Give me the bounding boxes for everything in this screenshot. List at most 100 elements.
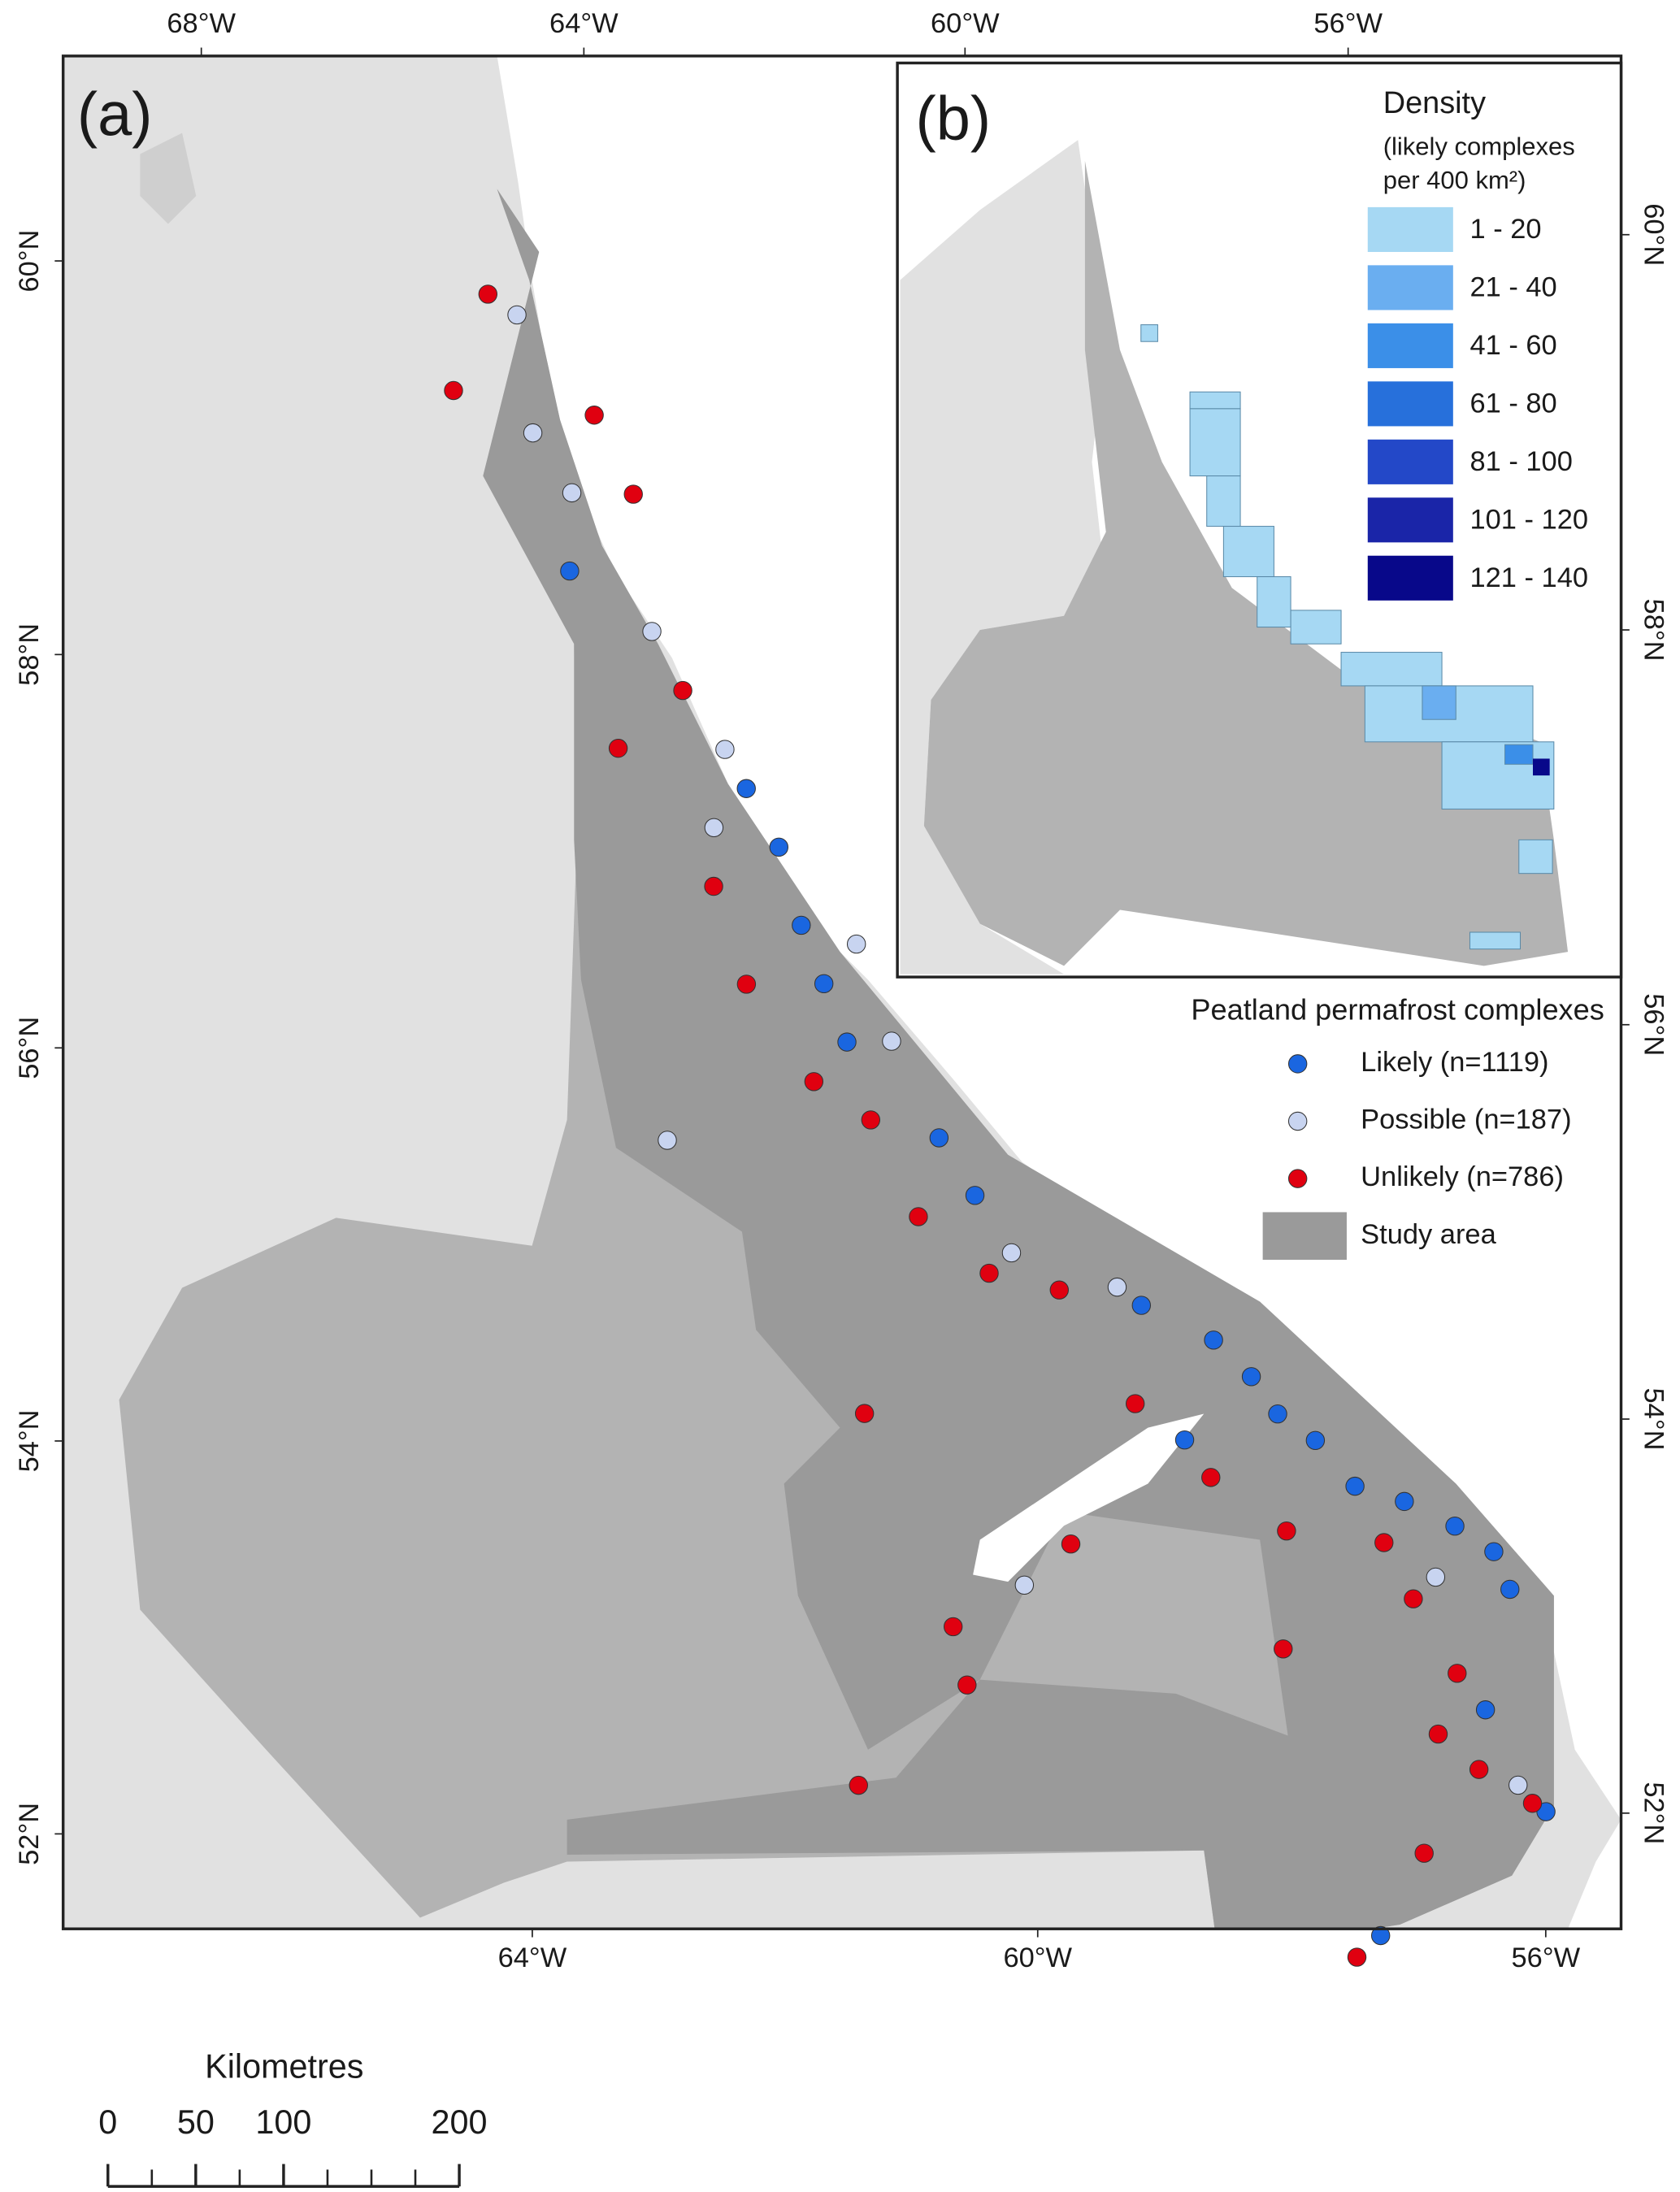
complex-point: [642, 622, 662, 641]
complex-point: [854, 1404, 875, 1423]
scale-label: 100: [255, 2103, 311, 2141]
legend-label: Likely (n=1119): [1361, 1047, 1548, 1078]
density-cell: [1290, 610, 1342, 645]
complex-point: [673, 680, 692, 701]
complex-point: [957, 1675, 977, 1695]
density-cell: [1206, 475, 1241, 527]
legend-label: Unlikely (n=786): [1361, 1161, 1564, 1192]
lon-tick-label: 60°W: [931, 8, 1000, 39]
density-cell: [1518, 839, 1553, 875]
complex-point: [1107, 1277, 1127, 1297]
panel-label: (a): [77, 80, 153, 149]
lon-tick-label: 56°W: [1313, 8, 1383, 39]
density-cell: [1533, 758, 1550, 776]
density-cell: [1189, 408, 1241, 477]
density-cell: [1189, 391, 1241, 410]
density-cell: [1257, 576, 1291, 628]
density-label: 61 - 80: [1470, 388, 1557, 419]
complex-point: [1445, 1517, 1465, 1536]
complex-point: [584, 406, 604, 425]
complex-point: [769, 837, 788, 857]
inset-surrounding-land: [900, 140, 1106, 974]
strait: [1568, 1819, 1621, 1929]
complex-point: [1204, 1330, 1223, 1350]
complex-point: [1274, 1639, 1293, 1659]
complex-point: [846, 934, 866, 954]
scale-bar: 0 50 100 200: [98, 2103, 488, 2188]
density-legend-subtitle: (likely complexes: [1383, 132, 1575, 161]
complex-point: [623, 484, 643, 504]
complex-point: [715, 740, 735, 759]
complex-point: [1014, 1575, 1035, 1595]
density-cell: [1504, 744, 1534, 765]
complex-point: [1347, 1947, 1367, 1967]
points-layer: [444, 284, 1556, 1967]
inset-study-region: [923, 161, 1569, 966]
complex-point: [1174, 1430, 1195, 1450]
complex-point: [792, 915, 811, 935]
complex-point: [1268, 1404, 1287, 1424]
complex-point: [861, 1110, 881, 1130]
complex-point: [1049, 1280, 1070, 1300]
complex-point: [882, 1031, 901, 1051]
complex-point: [1201, 1468, 1221, 1487]
complex-point: [909, 1207, 928, 1226]
density-cell: [1422, 685, 1456, 720]
density-cell: [1140, 324, 1158, 342]
density-legend-subtitle: per 400 km²): [1383, 166, 1526, 194]
complex-point: [1131, 1296, 1152, 1315]
complex-point: [444, 380, 463, 401]
complex-point: [814, 974, 834, 994]
points-legend: Likely (n=1119) Possible (n=187) Unlikely …: [1287, 1047, 1572, 1192]
study-area: [483, 189, 1554, 1929]
lat-tick-label: 56°N: [14, 1017, 45, 1079]
complex-point: [608, 738, 628, 758]
complex-point: [849, 1775, 868, 1795]
lat-tick-label: 60°N: [14, 230, 45, 293]
complex-point: [1395, 1491, 1414, 1512]
island: [140, 132, 197, 224]
complex-point: [736, 779, 756, 798]
complex-point: [1241, 1367, 1261, 1387]
density-swatch: [1367, 497, 1453, 543]
density-label: 41 - 60: [1470, 330, 1557, 361]
complex-point: [1001, 1243, 1022, 1263]
complex-point: [1370, 1925, 1391, 1946]
complex-point: [562, 483, 582, 503]
lat-tick-label: 60°N: [1638, 203, 1669, 266]
complex-point: [704, 876, 723, 896]
complex-point: [736, 974, 757, 994]
inset-panel: (b) Density (likely complexes per 400 km…: [896, 61, 1623, 979]
density-cell: [1222, 526, 1274, 578]
complex-point: [1426, 1567, 1446, 1587]
density-swatch: [1367, 439, 1453, 484]
lon-tick-label: 56°W: [1512, 1942, 1581, 1973]
study-area-swatch: [1262, 1212, 1347, 1260]
density-swatch: [1367, 206, 1453, 252]
legend-marker: [1287, 1111, 1308, 1131]
lat-tick-label: 52°N: [1638, 1782, 1669, 1844]
complex-point: [1414, 1843, 1434, 1863]
lat-tick-label: 54°N: [14, 1409, 45, 1472]
complex-point: [1345, 1476, 1365, 1496]
complex-point: [1522, 1794, 1543, 1813]
complex-point: [1475, 1700, 1496, 1720]
density-swatch: [1367, 555, 1453, 601]
panel-label: (b): [916, 85, 992, 154]
study-area-label: Study area: [1361, 1219, 1496, 1250]
density-label: 81 - 100: [1470, 446, 1573, 477]
complex-point: [929, 1128, 949, 1148]
density-legend: 1 - 20 21 - 40 41 - 60 61 - 80 81 - 100 101 -…: [1367, 206, 1589, 601]
complex-point: [507, 305, 527, 325]
density-cell: [1340, 652, 1443, 687]
complex-point: [478, 284, 498, 304]
legend-label: Possible (n=187): [1361, 1105, 1571, 1135]
complex-point: [1305, 1430, 1326, 1450]
density-swatch: [1367, 381, 1453, 427]
density-label: 121 - 140: [1470, 562, 1589, 593]
complex-point: [979, 1263, 999, 1283]
complex-point: [1484, 1542, 1504, 1561]
lon-tick-label: 68°W: [167, 8, 236, 39]
complex-point: [1125, 1394, 1145, 1413]
